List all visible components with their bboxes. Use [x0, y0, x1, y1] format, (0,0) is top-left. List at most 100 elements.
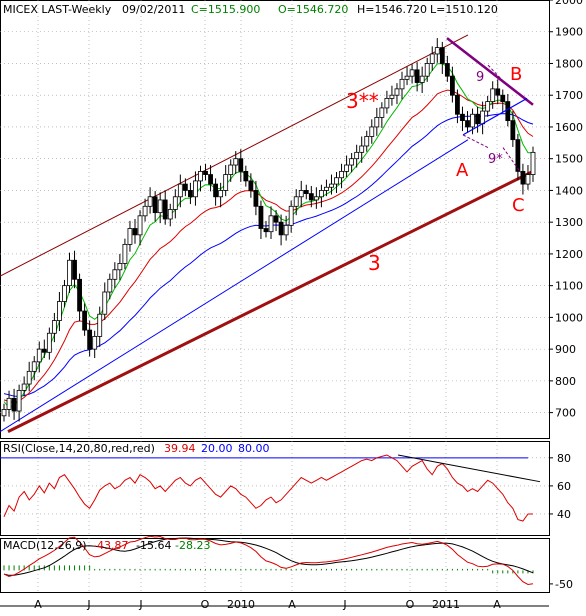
candle-body-64 — [324, 186, 329, 191]
candle-body-9 — [46, 332, 52, 353]
primary-trendline — [7, 170, 534, 433]
x-tick-label-5: A — [288, 598, 296, 611]
candle-body-3 — [16, 389, 22, 412]
candle-body-29 — [147, 196, 153, 207]
candle-body-55 — [278, 221, 284, 236]
candle-body-78 — [394, 88, 400, 96]
candle-body-104 — [525, 174, 531, 185]
nine-pointer — [487, 64, 504, 82]
candle-body-88 — [444, 63, 450, 77]
macd-line — [3, 535, 534, 586]
candle-body-83 — [419, 75, 425, 83]
candle-body-4 — [21, 383, 27, 391]
macd-tick-label-0: -50 — [555, 578, 573, 591]
header-date: 09/02/2011 — [122, 3, 185, 16]
rsi-lower: 20.00 — [201, 442, 233, 455]
candle-body-80 — [404, 75, 410, 80]
candle-body-100 — [505, 101, 511, 122]
wave-c-label: C — [512, 195, 525, 216]
rsi-divergence-line — [397, 454, 541, 483]
candle-body-43 — [218, 190, 224, 198]
candle-body-19 — [97, 313, 103, 337]
candle-body-61 — [308, 193, 314, 201]
candle-body-95 — [480, 110, 486, 125]
rsi-tick-label-1: 60 — [557, 480, 571, 493]
x-tick-label-4: 2010 — [227, 598, 255, 611]
candle-body-79 — [399, 78, 405, 90]
header-high: H=1546.720 — [357, 3, 427, 16]
candle-body-0 — [1, 409, 7, 417]
candle-body-7 — [36, 348, 42, 363]
candle-body-102 — [515, 139, 521, 172]
macd-signal: -15.64 — [136, 539, 171, 552]
x-tick-label-6: J — [342, 598, 346, 611]
candle-body-26 — [132, 228, 138, 236]
x-tick-label-7: O — [406, 598, 415, 611]
candle-body-76 — [384, 97, 390, 109]
candle-body-44 — [223, 174, 229, 191]
candle-body-69 — [349, 158, 355, 166]
wave-3ss-label: 3** — [346, 89, 379, 113]
candle-body-27 — [137, 215, 143, 236]
candle-body-77 — [389, 94, 395, 99]
candle-body-58 — [293, 196, 299, 207]
candle-body-40 — [203, 170, 208, 175]
price-tick-label-6: 1300 — [555, 216, 583, 229]
candle-body-91 — [460, 113, 465, 122]
macd-signal-line — [3, 537, 534, 576]
time-axis-labels: A J J O 2010 A J O 2011 A — [34, 598, 501, 611]
candle-body-60 — [303, 190, 309, 195]
candle-body-38 — [193, 180, 198, 198]
candle-body-1 — [6, 397, 12, 410]
rsi-panel: 40 60 80 — [0, 452, 571, 522]
rsi-upper: 80.00 — [238, 442, 270, 455]
header-open: O=1546.720 — [278, 3, 348, 16]
candle-body-52 — [263, 228, 269, 233]
candle-body-30 — [152, 196, 158, 214]
wave-a-label: A — [456, 160, 469, 181]
candle-body-84 — [424, 63, 430, 77]
x-tick-label-0: A — [34, 598, 42, 611]
macd-hist: -28.23 — [175, 539, 210, 552]
candle-body-82 — [414, 69, 420, 83]
candle-body-47 — [238, 158, 244, 172]
candle-body-28 — [142, 205, 148, 217]
macd-label: MACD(12,26,9) — [3, 539, 87, 552]
candle-body-81 — [409, 69, 415, 77]
candle-body-32 — [162, 199, 168, 220]
nine-label: 9 — [476, 70, 484, 85]
candle-body-65 — [329, 183, 334, 188]
wave-c-pointer — [502, 147, 522, 174]
candle-body-11 — [57, 301, 62, 321]
candle-body-56 — [283, 224, 289, 236]
x-tick-label-2: J — [138, 598, 142, 611]
panel-frame-2 — [0, 538, 550, 593]
candle-body-41 — [208, 174, 213, 185]
price-axis-labels: 700 800 900 1000 1100 1200 1300 1400 1500 1600 170… — [549, 0, 583, 420]
rsi-value: 39.94 — [164, 442, 196, 455]
rsi-line — [3, 454, 533, 522]
candle-body-25 — [127, 228, 133, 245]
candle-body-59 — [298, 190, 304, 198]
candle-body-68 — [344, 164, 349, 172]
candle-body-66 — [334, 177, 339, 185]
candle-body-22 — [112, 269, 118, 280]
ma-slow-line — [3, 113, 534, 397]
price-tick-label-12: 1900 — [555, 26, 583, 39]
candle-body-14 — [72, 259, 77, 280]
header-low: L=1510.120 — [430, 3, 498, 16]
candle-body-87 — [439, 47, 445, 64]
candle-body-94 — [475, 113, 480, 125]
candle-body-31 — [157, 199, 163, 214]
candle-body-20 — [102, 291, 108, 315]
candle-body-48 — [243, 170, 249, 182]
candle-body-93 — [470, 113, 475, 128]
candle-body-37 — [188, 190, 193, 198]
candle-body-13 — [67, 259, 72, 287]
panel-frame-0 — [0, 0, 550, 439]
price-tick-label-8: 1500 — [555, 153, 583, 166]
candle-body-24 — [122, 243, 128, 264]
candle-body-46 — [233, 158, 239, 166]
candle-body-85 — [429, 53, 435, 64]
